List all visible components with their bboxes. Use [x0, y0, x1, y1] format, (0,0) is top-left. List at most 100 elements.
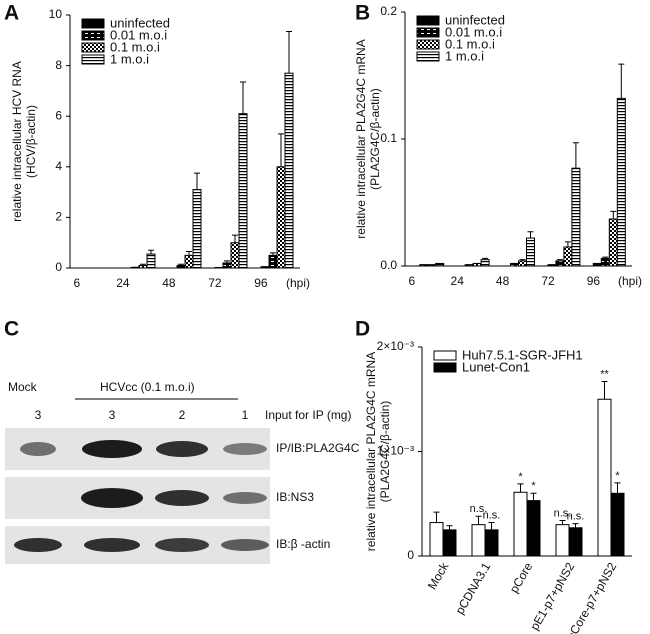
bar [176, 264, 186, 269]
bar [513, 491, 528, 557]
bar [222, 262, 232, 269]
significance-label: n.s. [554, 507, 572, 519]
error-bar [475, 515, 482, 525]
lane-label: 3 [35, 408, 42, 422]
bar [563, 246, 573, 267]
legend-swatch [416, 51, 440, 62]
legend-swatch [416, 27, 440, 38]
group-label: HCVcc (0.1 m.o.i) [100, 380, 195, 394]
row-label: IB:β -actin [276, 537, 330, 551]
bar [276, 166, 286, 269]
error-bar [572, 142, 579, 169]
band [156, 441, 208, 457]
significance-label: n.s. [483, 509, 501, 521]
bar [526, 237, 535, 267]
significance-label: ** [600, 368, 609, 380]
legend-label: Huh7.5.1-SGR-JFH1 [462, 347, 583, 362]
x-tick-label: 6 [74, 276, 81, 290]
y-tick-label: 6 [55, 108, 62, 122]
error-bar [232, 234, 238, 243]
x-tick-label: 96 [587, 274, 601, 288]
x-tick-label: 48 [162, 276, 176, 290]
bar [184, 254, 194, 269]
error-bar [610, 210, 617, 220]
bar [608, 218, 618, 267]
y-axis-label: (HCV/β-actin) [24, 105, 38, 178]
error-bar [517, 483, 524, 493]
y-tick-label: 0.1 [380, 131, 397, 145]
bar [238, 113, 248, 269]
y-axis-label: relative intracellular PLA2G4C mRNA [364, 352, 378, 551]
error-bar [530, 492, 537, 501]
bar [610, 492, 625, 557]
panel-letter: D [355, 318, 370, 341]
legend-swatch [81, 18, 105, 29]
legend-label: uninfected [110, 15, 170, 30]
y-tick-label: 0.2 [380, 4, 397, 18]
bar [471, 524, 486, 557]
legend-label: 0.01 m.o.i [445, 24, 502, 39]
x-axis-label: (hpi) [618, 274, 642, 288]
significance-label: n.s. [470, 503, 488, 515]
error-bar [148, 249, 154, 255]
x-tick-label: 96 [254, 276, 268, 290]
bar [597, 398, 612, 557]
bar [268, 254, 278, 269]
bar [442, 529, 457, 557]
bar [146, 253, 156, 269]
band [155, 538, 209, 552]
y-tick-label: 0 [407, 548, 414, 562]
lane-label: 1 [242, 408, 249, 422]
significance-label: * [518, 471, 523, 483]
bar [484, 529, 499, 557]
x-tick-label: Mock [425, 559, 452, 592]
y-tick-label: 10 [49, 7, 63, 21]
error-bar [572, 523, 579, 528]
error-bar [564, 241, 571, 247]
y-axis-label: relative intracellular PLA2G4C mRNA [354, 39, 368, 238]
y-tick-label: 2 [55, 210, 62, 224]
x-tick-label: pCore [507, 560, 536, 596]
bar [571, 167, 581, 267]
band [223, 492, 267, 504]
band [84, 538, 140, 552]
x-tick-label: 6 [408, 274, 415, 288]
y-tick-label: 8 [55, 58, 62, 72]
significance-label: * [615, 470, 620, 482]
x-tick-label: 72 [208, 276, 222, 290]
error-bar [224, 260, 230, 263]
error-bar [602, 256, 609, 259]
error-bar [186, 251, 192, 256]
legend-label: uninfected [445, 12, 505, 27]
legend-swatch [433, 362, 457, 373]
error-bar [286, 30, 292, 74]
error-bar [527, 231, 534, 239]
legend-label: 0.1 m.o.i [110, 39, 160, 54]
band [81, 488, 143, 508]
bar [284, 72, 294, 269]
legend-label: Lunet-Con1 [462, 359, 530, 374]
legend-label: 1 m.o.i [445, 48, 484, 63]
x-tick-label: 48 [496, 274, 510, 288]
band [82, 440, 142, 458]
bar [138, 264, 148, 269]
y-tick-label: 1×10⁻³ [377, 444, 414, 458]
y-axis-label: relative intracellular HCV RNA [10, 61, 24, 222]
error-bar [194, 172, 200, 190]
legend-swatch [81, 54, 105, 65]
legend-swatch [433, 350, 457, 361]
y-axis-label: (PLA2G4C/β-actin) [368, 88, 382, 190]
x-tick-label: pE1-p7+pNS2 [527, 560, 577, 633]
bar [526, 500, 541, 557]
error-bar [178, 263, 184, 266]
x-tick-label: 24 [451, 274, 465, 288]
blot-panel: C Mock HCVcc (0.1 m.o.i) 3 3 2 1 Input f… [4, 318, 360, 564]
y-tick-label: 0 [55, 260, 62, 274]
error-bar [601, 380, 608, 400]
bar [555, 260, 565, 267]
error-bar [433, 511, 440, 523]
bar [192, 189, 202, 269]
band [221, 539, 269, 551]
bar [555, 524, 570, 557]
row-label: IP/IB:PLA2G4C [276, 441, 360, 455]
